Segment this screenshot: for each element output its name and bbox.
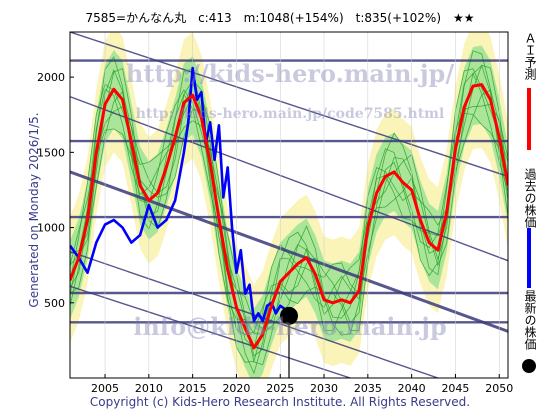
scenario-line [70, 64, 508, 366]
x-tick-label: 2015 [179, 382, 207, 395]
x-tick-label: 2020 [222, 382, 250, 395]
x-tick-label: 2050 [485, 382, 513, 395]
legend-label-latest-price: 最新の株価 [523, 290, 537, 350]
legend-label-ai-prediction: ＡＩ予測 [523, 32, 537, 80]
scenario-line [70, 79, 508, 336]
scenario-line [70, 108, 508, 363]
latest-price-marker [280, 306, 298, 325]
legend-label-past-price: 過去の株価 [523, 168, 537, 228]
y-tick-label: 2000 [37, 71, 65, 84]
scenario-line [70, 50, 508, 357]
ai-prediction-line [70, 83, 508, 350]
y-tick-label: 1000 [37, 222, 65, 235]
chart-title: 7585=かんなん丸 c:413 m:1048(+154%) t:835(+10… [85, 11, 475, 25]
watermark-email: info@kids-hero.main.jp [133, 312, 447, 341]
x-tick-label: 2005 [91, 382, 119, 395]
watermark-code-url: http://kids-hero.main.jp/code7585.html [136, 106, 445, 122]
x-tick-label: 2045 [441, 382, 469, 395]
trend-line [70, 96, 508, 262]
x-tick-label: 2025 [266, 382, 294, 395]
x-tick-label: 2040 [398, 382, 426, 395]
generated-date-label: Generated on Monday 2026/1/5. [27, 112, 41, 308]
copyright-footer: Copyright (c) Kids-Hero Research Institu… [89, 395, 471, 409]
x-tick-label: 2010 [135, 382, 163, 395]
forecast-band-inner [70, 45, 508, 378]
watermark-url: http://kids-hero.main.jp/ [126, 59, 454, 88]
x-tick-label: 2030 [310, 382, 338, 395]
plot-frame [69, 31, 509, 379]
x-tick-label: 2035 [354, 382, 382, 395]
scenario-line [70, 68, 508, 349]
y-tick-label: 500 [44, 297, 65, 310]
trend-line [70, 170, 508, 333]
trend-line [70, 32, 508, 178]
plot-area [70, 32, 508, 378]
legend-swatch-latest-price [522, 359, 536, 373]
trend-line [70, 285, 351, 378]
y-tick-label: 1500 [37, 146, 65, 159]
